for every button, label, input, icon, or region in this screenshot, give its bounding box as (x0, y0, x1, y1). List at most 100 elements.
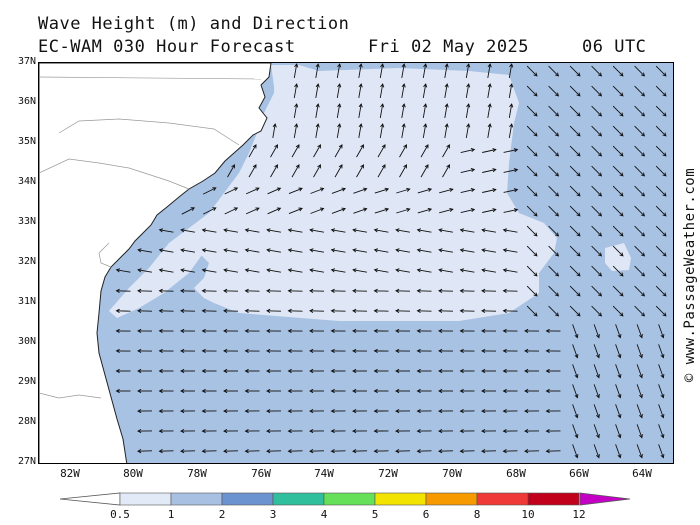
wave-arrow (224, 269, 238, 273)
wave-arrow-head (444, 123, 449, 128)
wave-arrow (417, 249, 432, 253)
wave-arrow-head (640, 152, 646, 157)
wave-arrow-head (201, 248, 207, 253)
wave-arrow-head (662, 292, 667, 297)
wave-arrow-head (438, 288, 443, 293)
wave-arrow-head (212, 187, 217, 192)
wave-arrow-head (576, 292, 581, 297)
wave-arrow-head (380, 103, 385, 108)
wave-arrow-head (373, 288, 378, 293)
wave-arrow-head (481, 328, 486, 333)
wave-arrow-head (619, 252, 624, 257)
wave-arrow (399, 144, 407, 158)
lat-label: 27N (17, 456, 36, 467)
wave-arrow-head (223, 248, 228, 253)
wave-arrow (658, 324, 664, 338)
wave-arrow-head (459, 308, 464, 313)
wave-arrow (439, 188, 453, 194)
wave-arrow-head (533, 192, 538, 197)
wave-arrow-head (459, 368, 464, 374)
wave-arrow-head (466, 123, 471, 128)
wave-arrow-head (317, 144, 321, 149)
wave-arrow-head (533, 72, 538, 77)
legend-color-cell (170, 492, 223, 506)
wave-arrow (655, 145, 667, 157)
wave-arrow-head (294, 123, 299, 128)
wave-arrow-head (115, 328, 120, 333)
wave-arrow-head (266, 409, 271, 414)
wave-arrow (572, 424, 578, 438)
wave-arrow-head (158, 409, 163, 414)
wave-arrow (353, 249, 367, 253)
wave-arrow-head (309, 449, 314, 454)
wave-arrow-head (115, 288, 120, 293)
wave-arrow-head (513, 148, 519, 153)
wave-arrow-head (244, 429, 249, 434)
wave-arrow (612, 165, 624, 177)
wave-arrow (526, 265, 538, 277)
wave-arrow (503, 249, 518, 253)
wave-arrow-head (330, 308, 335, 313)
wave-arrow (442, 164, 450, 178)
wave-arrow-head (617, 374, 622, 379)
wave-arrow (591, 165, 602, 177)
wave-arrow-head (158, 368, 163, 374)
wave-arrow-head (395, 288, 400, 293)
wave-arrow (593, 424, 600, 438)
wave-arrow-head (373, 429, 378, 434)
wave-arrow-head (276, 187, 282, 192)
wave-arrow-head (266, 268, 271, 273)
wave-arrow-head (180, 388, 185, 394)
wave-arrow (615, 344, 621, 358)
wave-arrow (655, 225, 667, 237)
wave-arrow-head (294, 83, 299, 88)
wave-arrow-head (640, 272, 646, 277)
wave-arrow (248, 164, 257, 178)
wave-arrow (636, 384, 643, 398)
wave-arrow-head (640, 132, 646, 137)
wave-arrow (379, 84, 384, 98)
wave-arrow-head (373, 348, 378, 353)
wave-arrow (181, 249, 195, 253)
wave-arrow-head (554, 172, 560, 177)
wave-arrow (374, 188, 389, 194)
wave-arrow (270, 144, 278, 158)
wave-arrow-head (352, 328, 357, 333)
wave-arrow (503, 269, 518, 273)
wave-arrow-head (554, 112, 560, 117)
wave-arrow (634, 125, 645, 137)
wave-arrow-head (373, 449, 378, 454)
lon-label: 64W (632, 467, 652, 480)
wave-arrow-head (137, 368, 142, 374)
wave-arrow-head (524, 328, 529, 333)
wave-arrow (353, 229, 367, 233)
wave-zone-coastal-calm (109, 65, 289, 318)
wave-arrow-head (619, 192, 624, 197)
wave-arrow-head (358, 63, 363, 68)
wave-arrow-head (487, 83, 492, 88)
wave-arrow-head (158, 248, 164, 253)
wave-arrow (548, 205, 559, 217)
wave-arrow (379, 64, 384, 78)
wave-arrow (245, 187, 260, 195)
forecast-model: EC-WAM 030 Hour Forecast (38, 37, 296, 57)
wave-arrow-head (574, 354, 579, 359)
wave-arrow-head (309, 268, 314, 273)
wave-arrow (336, 124, 341, 138)
wave-arrow (444, 104, 448, 118)
wave-arrow (548, 185, 559, 197)
wave-arrow-head (524, 368, 529, 374)
wave-arrow-head (459, 449, 464, 454)
wave-arrow-head (509, 123, 514, 128)
wave-arrow-head (617, 394, 622, 399)
wave-arrow (591, 265, 602, 277)
wave-arrow-head (502, 429, 507, 434)
lon-label: 76W (251, 467, 271, 480)
wave-arrow (291, 164, 300, 178)
wave-arrow (420, 144, 429, 158)
legend-color-cell (476, 492, 529, 506)
wave-arrow-head (266, 429, 271, 434)
wave-arrow-head (554, 92, 560, 97)
wave-arrow-head (533, 252, 538, 257)
wave-arrow-head (619, 132, 624, 137)
